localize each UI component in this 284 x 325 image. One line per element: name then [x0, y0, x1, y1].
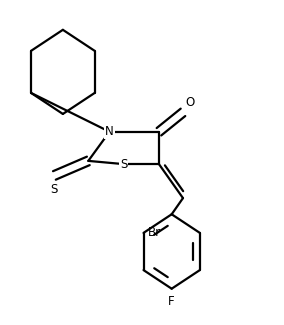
Text: S: S [120, 158, 127, 171]
Text: O: O [186, 96, 195, 109]
Text: Br: Br [148, 227, 161, 240]
Text: F: F [168, 294, 175, 307]
Text: N: N [105, 125, 114, 138]
Text: S: S [51, 183, 58, 196]
